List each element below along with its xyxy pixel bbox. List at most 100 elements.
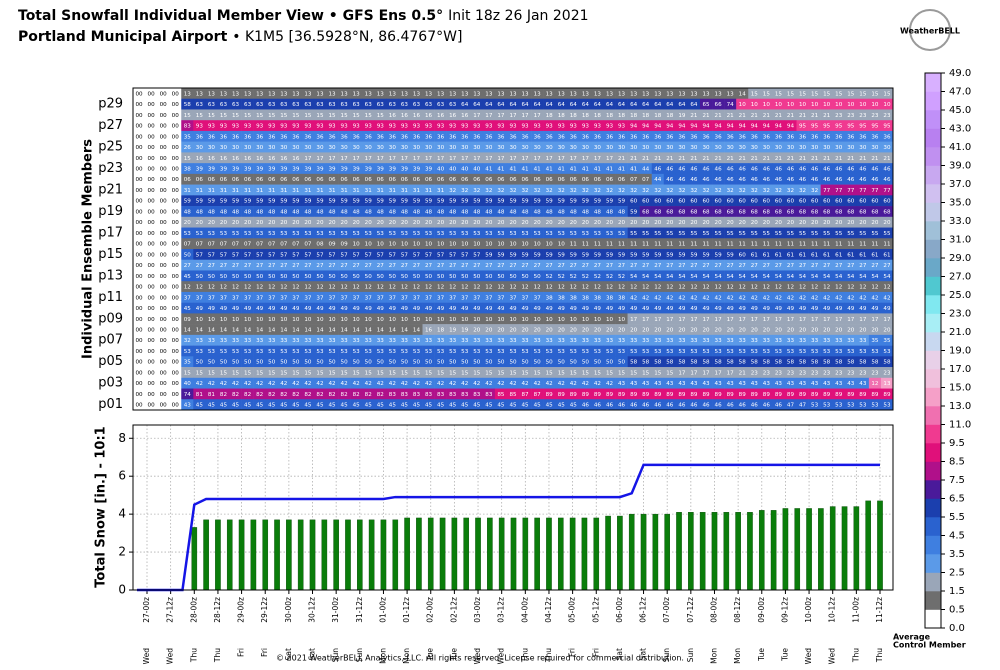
cell-label: 20 (799, 328, 807, 334)
heatmap-cell (712, 313, 725, 325)
cell-label: 11 (715, 242, 723, 248)
heatmap-cell (157, 367, 170, 379)
cell-label: 21 (763, 113, 771, 119)
cell-label: 42 (220, 381, 227, 387)
colorbar-cell (925, 498, 941, 518)
cell-label: 43 (739, 381, 747, 387)
heatmap-cell (699, 270, 713, 282)
cell-label: 49 (196, 306, 204, 312)
heatmap-cell (434, 216, 447, 228)
heatmap-cell (772, 109, 785, 121)
heatmap-cell (422, 216, 435, 228)
bar (427, 517, 434, 591)
heatmap-cell (567, 163, 580, 175)
cell-label: 54 (678, 274, 686, 280)
heatmap-cell (856, 88, 870, 100)
cell-label: 93 (618, 124, 626, 130)
subtitle-bold: Portland Municipal Airport (18, 29, 228, 45)
cell-label: 12 (678, 285, 685, 291)
heatmap-cell (205, 98, 218, 110)
heatmap-cell (724, 324, 737, 336)
heatmap-cell (446, 173, 460, 185)
cell-label: 59 (341, 199, 349, 205)
heatmap-cell (241, 195, 254, 207)
cell-label: 10 (739, 102, 747, 108)
cell-label: 46 (871, 167, 879, 173)
heatmap-cell (482, 324, 496, 336)
heatmap-cell (338, 345, 351, 357)
subtitle-rest: • K1M5 [36.5928°N, 86.4767°W] (232, 29, 462, 45)
colorbar-label: 8.5 (949, 457, 965, 468)
heatmap-cell (181, 388, 194, 400)
weekday-label: Thu (544, 648, 553, 663)
colorbar-label: 33.0 (949, 216, 971, 227)
cell-label: 33 (353, 338, 361, 344)
heatmap-y-label: Individual Ensemble Members (81, 139, 96, 359)
cell-label: 27 (256, 263, 264, 269)
heatmap-cell (458, 388, 472, 400)
heatmap-cell (205, 281, 218, 293)
cell-label: 33 (763, 338, 771, 344)
cell-label: 55 (763, 231, 771, 237)
cell-label: 68 (883, 209, 891, 215)
heatmap-cell (531, 291, 544, 303)
heatmap-cell (157, 206, 170, 218)
heatmap-cell (253, 163, 266, 175)
cell-label: 39 (328, 167, 336, 173)
cell-label: 36 (799, 134, 807, 140)
cell-label: 58 (787, 360, 795, 366)
heatmap-cell (181, 98, 194, 110)
heatmap-cell (724, 163, 737, 175)
cell-label: 10 (883, 102, 891, 108)
heatmap-cell (712, 152, 725, 164)
bar (510, 517, 517, 591)
heatmap-cell (374, 291, 387, 303)
cell-label: 27 (727, 263, 735, 269)
heatmap-cell (145, 377, 158, 389)
heatmap-cell (724, 238, 737, 250)
cell-label: 45 (196, 403, 204, 409)
cell-label: 17 (799, 317, 807, 323)
cell-label: 21 (823, 113, 831, 119)
heatmap-cell (277, 216, 291, 228)
heatmap-cell (615, 388, 628, 400)
heatmap-cell (350, 345, 363, 357)
heatmap-cell (229, 367, 242, 379)
heatmap-cell (663, 313, 677, 325)
cell-label: 12 (377, 285, 384, 291)
cell-label: 41 (594, 167, 602, 173)
cell-label: 20 (835, 220, 843, 226)
cell-label: 59 (522, 199, 530, 205)
footer: © 2021 WeatherBELL Analytics, LLC. All r… (276, 654, 684, 663)
heatmap-cell (241, 98, 254, 110)
heatmap-cell (506, 324, 520, 336)
heatmap-cell (844, 270, 858, 282)
heatmap-cell (289, 270, 303, 282)
heatmap-cell (808, 216, 821, 228)
cell-label: 00 (148, 295, 156, 301)
cell-label: 33 (401, 338, 409, 344)
cell-label: 50 (389, 360, 397, 366)
heatmap-cell (699, 98, 713, 110)
cell-label: 50 (437, 360, 445, 366)
cell-label: 50 (341, 360, 349, 366)
cell-label: 17 (558, 156, 566, 162)
cell-label: 10 (292, 317, 300, 323)
heatmap-cell (205, 367, 218, 379)
heatmap-cell (820, 259, 833, 271)
cell-label: 00 (172, 295, 180, 301)
cell-label: 89 (775, 392, 783, 398)
heatmap-cell (796, 130, 809, 142)
cell-label: 13 (316, 91, 324, 97)
heatmap-cell (506, 88, 520, 100)
cell-label: 53 (522, 349, 530, 355)
cell-label: 27 (220, 263, 228, 269)
heatmap-cell (338, 313, 351, 325)
heatmap-cell (699, 249, 713, 261)
cell-label: 30 (196, 145, 204, 151)
heatmap-cell (386, 184, 399, 196)
heatmap-cell (603, 109, 616, 121)
cell-label: 18 (618, 113, 626, 119)
heatmap-cell (362, 388, 375, 400)
heatmap-cell (663, 109, 677, 121)
